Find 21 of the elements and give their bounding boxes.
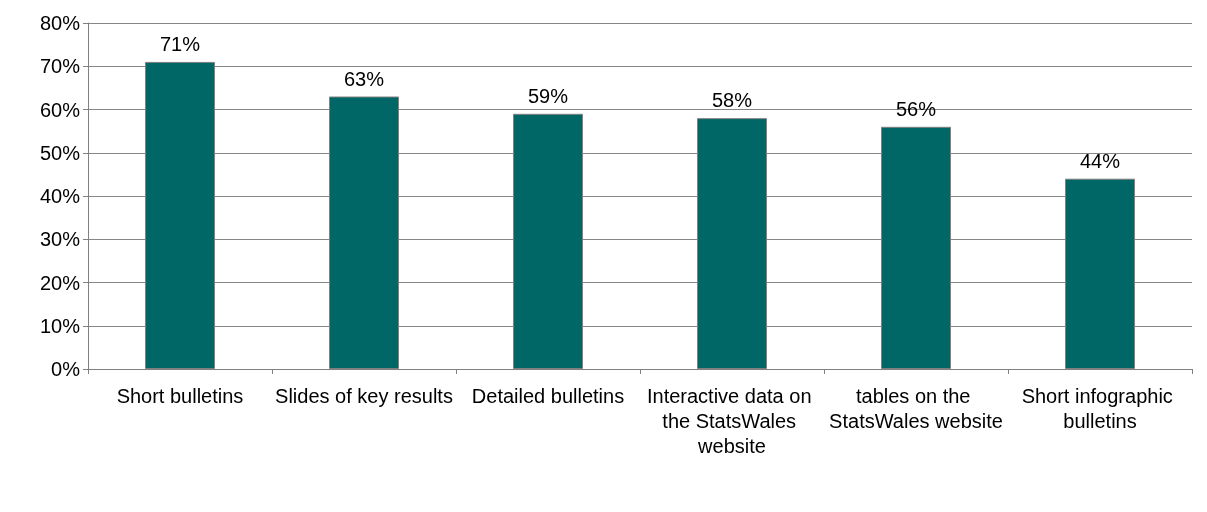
y-tick-label: 30% — [39, 228, 81, 251]
y-tick-label: 50% — [39, 141, 81, 164]
y-tick-label: 40% — [39, 185, 81, 207]
y-tick-label: 80% — [39, 12, 81, 34]
x-tick-label: Short infographic bulletins — [1021, 384, 1179, 432]
x-tick-label: Detailed bulletins — [471, 384, 625, 407]
x-tick-label: Slides of key results — [275, 384, 453, 407]
data-label: 56% — [895, 97, 937, 120]
data-label: 63% — [343, 67, 385, 90]
y-tick-label: 0% — [51, 358, 81, 380]
data-label: 71% — [159, 32, 201, 55]
y-tick-label: 70% — [39, 55, 81, 78]
x-tick-label: Short bulletins — [116, 384, 244, 407]
x-tick-label: tables on the StatsWales website — [829, 384, 1003, 432]
x-tick-label: Interactive data on the StatsWales website — [646, 384, 818, 457]
y-tick-label: 10% — [39, 314, 81, 337]
data-label: 44% — [1079, 149, 1121, 172]
y-tick-label: 20% — [39, 271, 81, 294]
y-tick-label: 60% — [39, 98, 81, 121]
data-label: 59% — [527, 84, 569, 107]
data-label: 58% — [711, 89, 753, 112]
